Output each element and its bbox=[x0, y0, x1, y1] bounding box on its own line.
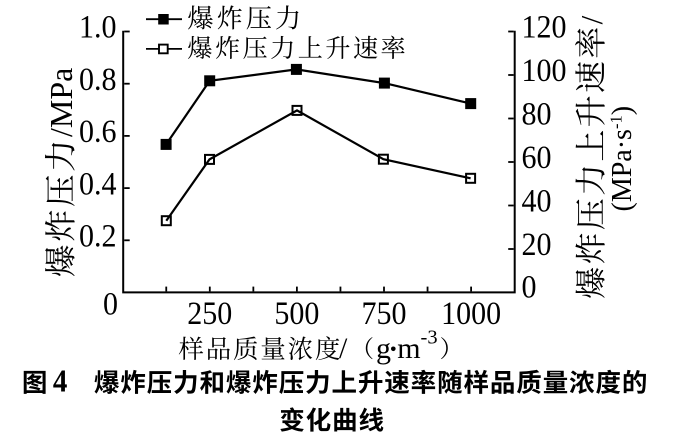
svg-text:0.6: 0.6 bbox=[79, 113, 117, 150]
svg-text:0: 0 bbox=[103, 285, 118, 322]
svg-text:0.4: 0.4 bbox=[79, 165, 117, 202]
svg-text:0: 0 bbox=[522, 268, 537, 305]
svg-text:40: 40 bbox=[522, 182, 552, 219]
svg-text:4: 4 bbox=[53, 363, 67, 399]
svg-text:(MPa·s-1): (MPa·s-1) bbox=[607, 106, 638, 212]
svg-text:g: g bbox=[376, 332, 391, 365]
svg-text:0.2: 0.2 bbox=[79, 217, 117, 254]
svg-text:1.0: 1.0 bbox=[79, 8, 117, 45]
svg-text:750: 750 bbox=[362, 295, 407, 332]
svg-text:60: 60 bbox=[522, 139, 552, 176]
svg-text:120: 120 bbox=[522, 8, 567, 45]
svg-text:/MPa: /MPa bbox=[43, 68, 79, 137]
svg-text:20: 20 bbox=[522, 226, 552, 263]
svg-text:80: 80 bbox=[522, 95, 552, 132]
svg-text:m: m bbox=[397, 332, 420, 365]
svg-text:0.8: 0.8 bbox=[79, 61, 117, 98]
svg-text:/: / bbox=[339, 332, 348, 365]
svg-text:500: 500 bbox=[274, 295, 319, 332]
svg-text:1000: 1000 bbox=[441, 295, 501, 332]
svg-text:-3: -3 bbox=[421, 327, 438, 349]
svg-text:/: / bbox=[574, 15, 609, 24]
svg-text:250: 250 bbox=[187, 295, 232, 332]
svg-text:100: 100 bbox=[522, 52, 567, 89]
